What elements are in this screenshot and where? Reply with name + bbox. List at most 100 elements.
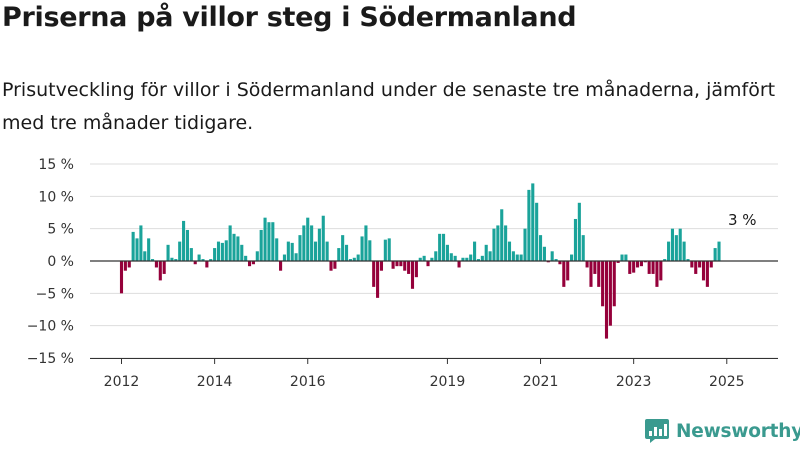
bar [593,261,597,274]
bar [678,228,682,261]
y-tick-label: 5 % [47,222,74,238]
bar [259,229,263,261]
bar [391,261,395,269]
bar [279,261,283,271]
bar [150,259,155,261]
bar [275,238,279,261]
bar [434,251,438,261]
x-tick-label: 2014 [197,374,233,390]
bar [403,261,407,271]
bar [185,229,190,261]
bar [492,228,496,261]
bar [430,257,434,261]
bar [158,261,162,281]
bar [515,254,519,261]
x-tick-label: 2021 [523,374,559,390]
bar [247,261,252,267]
bar [554,259,558,261]
bar [364,225,368,261]
bar [189,248,193,261]
bar [616,261,620,263]
bar [251,261,255,265]
bar [504,225,508,261]
x-tick-label: 2019 [430,374,466,390]
bar [538,235,543,261]
bar [527,189,531,261]
bar [356,254,360,261]
bar [562,261,566,287]
bar [566,261,570,281]
bar [310,225,314,261]
bar [290,242,294,261]
bar [500,209,504,261]
bar [612,261,616,307]
bar [410,261,415,289]
x-tick-label: 2025 [709,374,745,390]
bar [674,235,678,261]
bar [348,259,352,261]
bar [379,261,384,271]
y-tick-label: 0 % [47,254,74,270]
bar [407,261,411,274]
bar [216,241,221,261]
bar [205,261,209,268]
bar [178,241,182,261]
bar [531,183,535,261]
bar [589,261,593,287]
bar [143,251,147,261]
bar [639,261,643,267]
bar [655,261,659,287]
bar [624,254,628,261]
bar [139,225,143,261]
bar [620,254,624,261]
bar [663,259,667,261]
bar [441,233,446,261]
bar [709,261,713,268]
bar [713,248,717,261]
bar [422,255,426,261]
bar [570,254,574,261]
bar [255,251,259,261]
y-tick-label: −10 % [27,319,74,335]
y-tick-label: −15 % [27,351,74,367]
bar [690,261,694,268]
bar [360,236,364,261]
bar [628,261,632,274]
bar [399,261,403,267]
bar [426,261,430,267]
bar [306,217,310,261]
bar [337,248,341,261]
bar [228,225,232,261]
bar [457,261,461,268]
bar [147,238,151,261]
bar [523,228,527,261]
bar [298,235,302,261]
bar [213,248,217,261]
bar [507,241,512,261]
brand-name: Newsworthy [676,420,800,442]
y-tick-label: −5 % [36,286,74,302]
bar [488,251,492,261]
bar [240,244,244,261]
bar [438,233,442,261]
bar [372,261,376,287]
bar [333,261,337,269]
bar [387,238,391,261]
bar [469,254,473,261]
bar [550,251,554,261]
bar [465,257,469,261]
bar [166,244,170,261]
bar [604,261,609,339]
bar [244,255,248,261]
bar [119,261,124,294]
latest-value-annotation: 3 % [728,211,757,229]
bar [484,244,488,261]
bar [201,259,205,261]
bar [131,231,135,261]
bar [632,261,636,273]
bar [519,254,523,261]
bar [705,261,709,287]
bar [154,261,158,268]
x-tick-label: 2012 [104,374,140,390]
